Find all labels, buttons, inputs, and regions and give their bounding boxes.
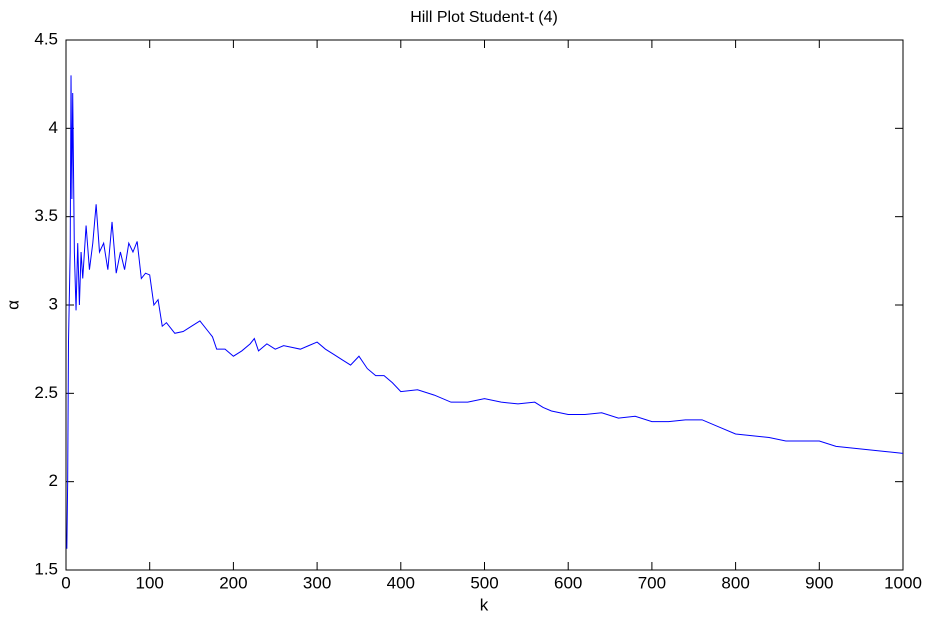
data-line [66,75,904,549]
y-tick-label: 3 [49,294,58,313]
x-tick-label: 0 [61,573,70,592]
y-tick-label: 3.5 [34,206,58,225]
y-tick-label: 4 [49,118,58,137]
y-tick-label: 2.5 [34,383,58,402]
chart-title: Hill Plot Student-t (4) [410,9,558,26]
x-tick-label: 600 [554,573,582,592]
y-tick-label: 4.5 [34,29,58,48]
x-tick-label: 100 [136,573,164,592]
x-tick-label: 800 [721,573,749,592]
y-axis-label: α [3,300,22,310]
x-tick-label: 400 [387,573,415,592]
x-tick-label: 500 [470,573,498,592]
x-tick-label: 700 [638,573,666,592]
x-tick-label: 900 [805,573,833,592]
x-tick-label: 200 [219,573,247,592]
x-tick-label: 1000 [884,573,922,592]
y-tick-label: 1.5 [34,559,58,578]
x-axis-label: k [480,595,489,614]
x-tick-label: 300 [303,573,331,592]
y-tick-label: 2 [49,471,58,490]
